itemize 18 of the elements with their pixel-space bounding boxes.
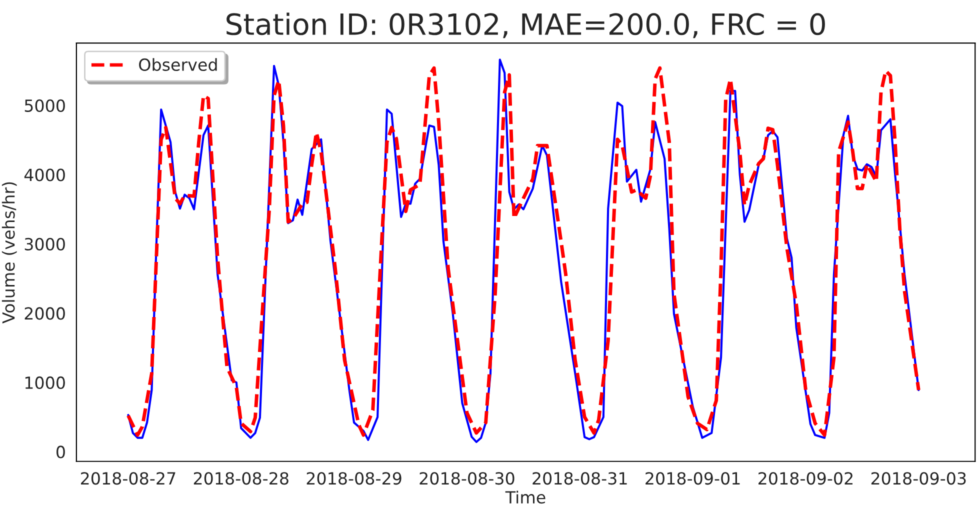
x-tick-label: 2018-09-01 [646, 472, 740, 485]
x-tick-label: 2018-08-30 [420, 472, 514, 485]
y-tick-label: 1000 [25, 376, 65, 389]
x-tick-label: 2018-08-27 [80, 472, 176, 485]
y-tick-label: 3000 [24, 238, 65, 250]
legend-label: Observed [139, 58, 217, 71]
x-tick-label: 2018-08-28 [194, 472, 288, 485]
x-tick-label: 2018-09-03 [871, 472, 966, 485]
chart-title: Station ID: 0R3102, MAE=200.0, FRC = 0 [226, 12, 825, 38]
x-axis-title: Time [505, 490, 546, 504]
y-axis-title: Volume (vehs/hr) [2, 182, 17, 324]
y-tick-label: 5000 [24, 99, 65, 112]
y-tick-label: 0 [56, 446, 65, 458]
x-tick-label: 2018-09-02 [758, 472, 852, 485]
y-tick-label: 4000 [24, 168, 65, 182]
x-tick-label: 2018-08-31 [532, 472, 627, 485]
y-tick-label: 2000 [24, 307, 65, 320]
x-tick-label: 2018-08-29 [306, 472, 402, 485]
